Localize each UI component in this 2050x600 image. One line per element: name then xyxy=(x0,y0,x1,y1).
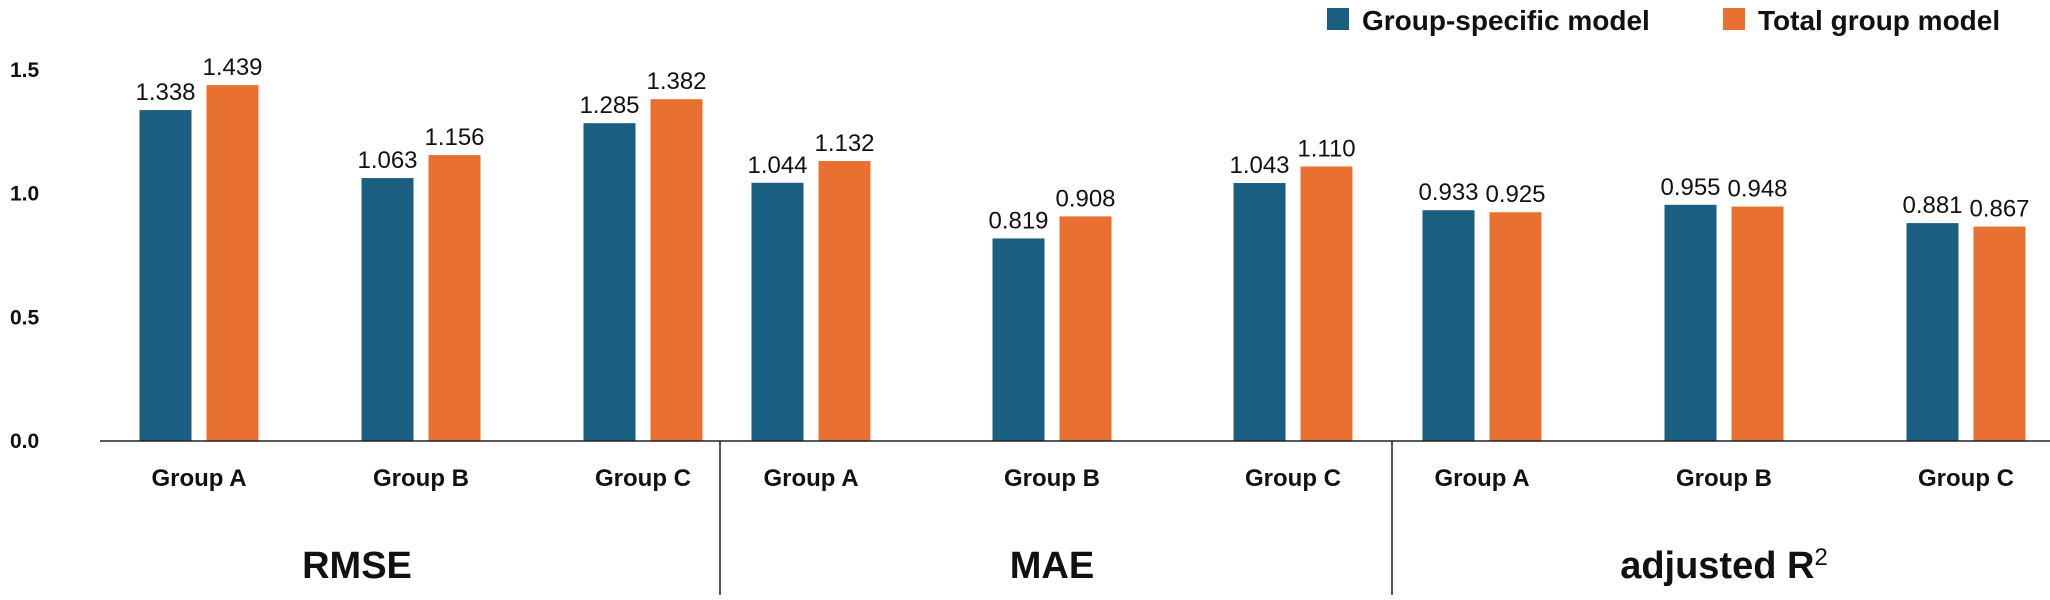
bars xyxy=(139,85,2026,442)
data-label: 0.867 xyxy=(1969,196,2029,223)
data-label: 1.439 xyxy=(202,54,262,81)
category-label: Group C xyxy=(1245,465,1341,492)
bar-total-group-model xyxy=(428,155,481,441)
legend-label-total-group-model: Total group model xyxy=(1758,5,2000,36)
legend: Group-specific model Total group model xyxy=(1327,5,2000,36)
bar-group-specific-model xyxy=(1233,183,1286,442)
bar-group-specific-model xyxy=(751,182,804,441)
legend-swatch-group-specific-model xyxy=(1327,8,1349,30)
legend-swatch-total-group-model xyxy=(1723,8,1745,30)
category-label: Group B xyxy=(1676,465,1772,492)
y-tick-label: 0.0 xyxy=(10,430,39,453)
category-label: Group A xyxy=(763,465,858,492)
bar-group-specific-model xyxy=(992,238,1045,441)
data-label: 1.382 xyxy=(646,68,706,95)
category-label: Group A xyxy=(151,465,246,492)
bar-group-specific-model xyxy=(1664,204,1717,441)
data-label: 0.948 xyxy=(1727,176,1787,203)
group-label: adjusted R2 xyxy=(1620,544,1828,588)
group-label: MAE xyxy=(1010,545,1094,587)
y-tick-label: 0.5 xyxy=(10,306,40,329)
group-label: RMSE xyxy=(302,545,412,587)
data-label: 1.110 xyxy=(1297,135,1355,162)
data-label: 1.063 xyxy=(357,147,417,174)
bar-group-specific-model xyxy=(139,110,192,442)
category-label: Group B xyxy=(373,465,469,492)
data-label: 1.285 xyxy=(579,92,639,119)
bar-total-group-model xyxy=(1059,216,1112,441)
x-axis: Group A Group B Group C Group A Group B Group… xyxy=(100,440,2050,595)
y-axis: 0.0 0.5 1.0 1.5 xyxy=(10,59,40,453)
bar-total-group-model xyxy=(206,85,259,441)
data-label: 0.908 xyxy=(1055,185,1115,212)
bar-total-group-model xyxy=(1489,212,1542,441)
bar-total-group-model xyxy=(1300,166,1353,441)
data-label: 0.925 xyxy=(1485,181,1545,208)
data-label: 1.132 xyxy=(814,130,874,157)
bar-total-group-model xyxy=(1731,206,1784,441)
y-tick-label: 1.0 xyxy=(10,183,39,206)
bar-group-specific-model xyxy=(1422,210,1475,441)
data-labels: 1.338 1.063 1.285 1.044 0.819 1.043 0.933 0.955… xyxy=(135,54,2029,234)
bar-total-group-model xyxy=(818,161,871,441)
category-label: Group C xyxy=(595,465,691,492)
category-label: Group A xyxy=(1434,465,1529,492)
data-label: 0.955 xyxy=(1660,174,1720,201)
data-label: 0.881 xyxy=(1902,192,1962,219)
bar-total-group-model xyxy=(650,99,703,441)
data-label: 0.819 xyxy=(988,207,1048,234)
category-label: Group B xyxy=(1004,465,1100,492)
bar-group-specific-model xyxy=(1906,223,1959,441)
bar-total-group-model xyxy=(1973,226,2026,441)
bar-group-specific-model xyxy=(583,123,636,441)
data-label: 1.044 xyxy=(747,152,807,179)
data-label: 1.156 xyxy=(424,124,484,151)
data-label: 1.338 xyxy=(135,79,195,106)
data-label: 1.043 xyxy=(1229,152,1289,179)
legend-label-group-specific-model: Group-specific model xyxy=(1362,5,1650,36)
data-label: 0.933 xyxy=(1418,179,1478,206)
bar-group-specific-model xyxy=(361,178,414,442)
y-tick-label: 1.5 xyxy=(10,59,40,82)
category-label: Group C xyxy=(1918,465,2014,492)
